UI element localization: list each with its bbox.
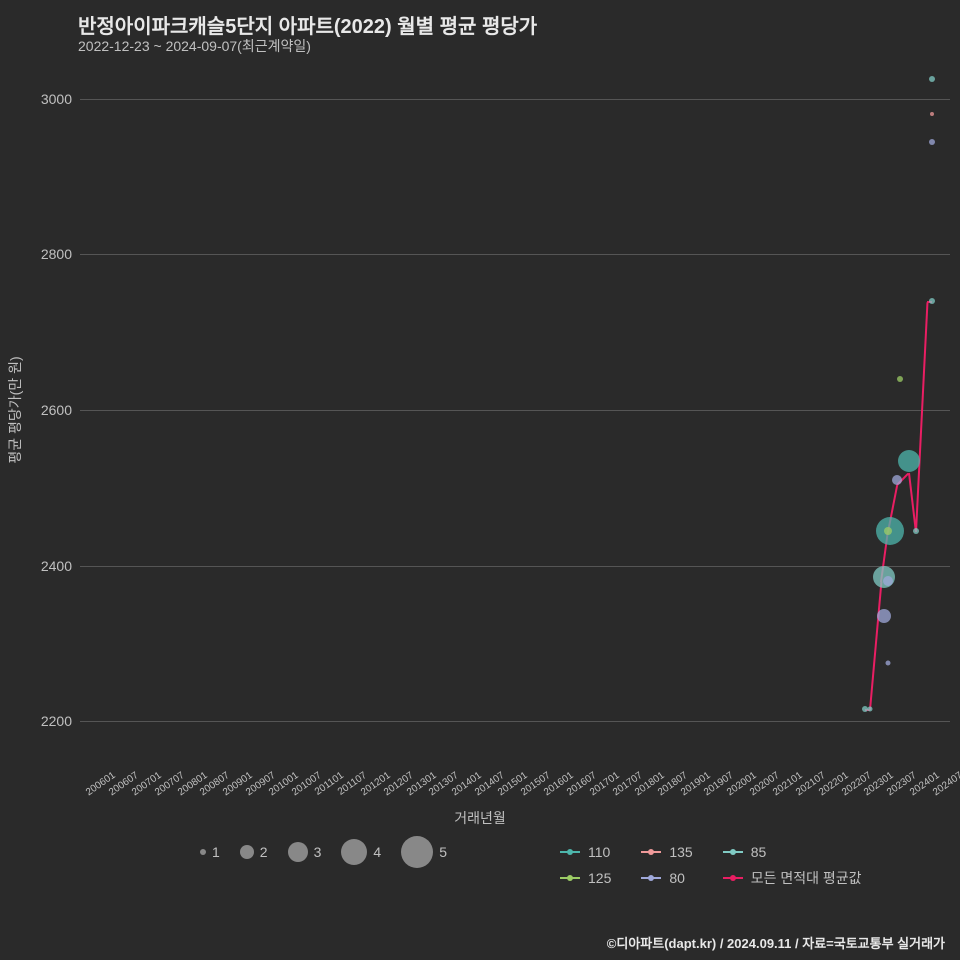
chart-container: 반정아이파크캐슬5단지 아파트(2022) 월별 평균 평당가 2022-12-… (0, 0, 960, 960)
legend-size-circle (200, 849, 206, 855)
legend-dot-icon (567, 875, 573, 881)
legend-color-label: 85 (751, 844, 767, 860)
gridline (80, 254, 950, 255)
legend-size-item: 5 (401, 836, 447, 868)
legend-color-item: 125 (560, 868, 611, 888)
data-bubble (929, 139, 935, 145)
x-axis-label: 거래년월 (454, 808, 506, 828)
chart-title: 반정아이파크캐슬5단지 아파트(2022) 월별 평균 평당가 (78, 10, 537, 39)
legend-color-item: 85 (723, 844, 862, 860)
legend-line-icon (723, 877, 743, 879)
legend-size-label: 1 (212, 844, 220, 860)
legend-color-label: 110 (588, 844, 610, 860)
y-tick-label: 2200 (22, 713, 72, 729)
avg-line-segment (915, 302, 928, 532)
chart-subtitle: 2022-12-23 ~ 2024-09-07(최근계약일) (78, 36, 311, 56)
legend-line-icon (560, 851, 580, 853)
legend-color-label: 모든 면적대 평균값 (751, 868, 862, 888)
legend-dot-icon (648, 849, 654, 855)
y-tick-label: 2600 (22, 402, 72, 418)
legend-size-circle (240, 845, 254, 859)
legend-line-icon (641, 851, 661, 853)
data-bubble (867, 707, 872, 712)
legend-size-item: 1 (200, 844, 220, 860)
legend-color: 110 135 85 125 80 모든 면적대 평균값 (560, 844, 862, 888)
data-bubble (892, 475, 902, 485)
avg-line-segment (869, 582, 882, 710)
legend-color-label: 125 (588, 870, 611, 886)
data-bubble (883, 576, 893, 586)
legend-line-icon (723, 851, 743, 853)
legend-size-item: 3 (288, 842, 322, 862)
data-bubble (897, 376, 903, 382)
data-bubble (886, 660, 891, 665)
legend-size-circle (341, 839, 367, 865)
gridline (80, 566, 950, 567)
legend-size-label: 3 (314, 844, 322, 860)
legend-color-label: 135 (669, 844, 692, 860)
y-tick-label: 2800 (22, 246, 72, 262)
y-tick-label: 3000 (22, 91, 72, 107)
data-bubble (898, 450, 920, 472)
legend-size: 1 2 3 4 5 (200, 836, 447, 868)
legend-size-circle (401, 836, 433, 868)
legend-dot-icon (648, 875, 654, 881)
legend-dot-icon (730, 875, 736, 881)
legend-size-item: 2 (240, 844, 268, 860)
legend-size-circle (288, 842, 308, 862)
gridline (80, 721, 950, 722)
legend-color-item: 모든 면적대 평균값 (723, 868, 862, 888)
data-bubble (929, 298, 935, 304)
legend-color-item: 135 (641, 844, 692, 860)
legend-size-item: 4 (341, 839, 381, 865)
legend-color-item: 80 (641, 868, 692, 888)
legend-color-item: 110 (560, 844, 611, 860)
legend-size-label: 4 (373, 844, 381, 860)
legend-line-icon (560, 877, 580, 879)
gridline (80, 99, 950, 100)
legend-dot-icon (730, 849, 736, 855)
data-bubble (929, 76, 935, 82)
plot-area: 2200240026002800300020060120060720070120… (80, 60, 950, 760)
gridline (80, 410, 950, 411)
legend-color-label: 80 (669, 870, 685, 886)
legend-size-label: 2 (260, 844, 268, 860)
legend-line-icon (641, 877, 661, 879)
data-bubble (877, 609, 891, 623)
data-bubble (913, 528, 919, 534)
data-bubble (930, 112, 934, 116)
chart-footer: ©디아파트(dapt.kr) / 2024.09.11 / 자료=국토교통부 실… (607, 933, 945, 952)
y-tick-label: 2400 (22, 558, 72, 574)
legend-size-label: 5 (439, 844, 447, 860)
data-bubble (884, 527, 892, 535)
legend-dot-icon (567, 849, 573, 855)
